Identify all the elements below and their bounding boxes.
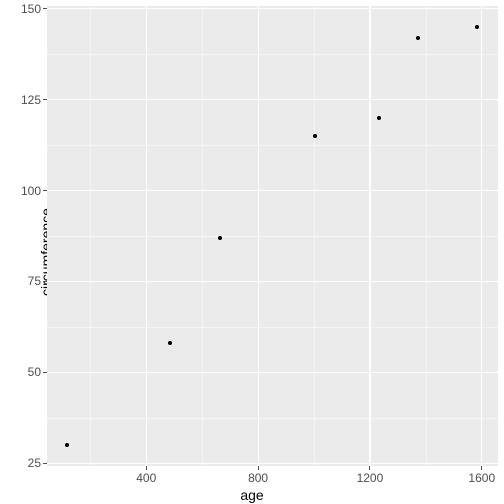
- tick-mark-x: [481, 466, 482, 470]
- x-tick-label: 1600: [468, 471, 495, 485]
- tick-mark-x: [258, 466, 259, 470]
- grid-minor-h: [47, 54, 498, 55]
- grid-major-h: [47, 463, 498, 464]
- data-point: [65, 443, 69, 447]
- y-tick-label: 150: [21, 2, 41, 16]
- grid-major-v: [481, 6, 482, 466]
- data-point: [313, 134, 317, 138]
- grid-minor-h: [47, 327, 498, 328]
- y-tick-label: 25: [28, 456, 41, 470]
- tick-mark-y: [43, 372, 47, 373]
- scatter-chart: circumference age 4008001200160025507510…: [0, 0, 504, 504]
- grid-major-v: [146, 6, 147, 466]
- grid-major-v: [258, 6, 259, 466]
- tick-mark-y: [43, 463, 47, 464]
- grid-minor-h: [47, 145, 498, 146]
- data-point: [475, 25, 479, 29]
- x-tick-label: 800: [248, 471, 268, 485]
- grid-major-h: [47, 281, 498, 282]
- grid-major-v: [369, 6, 370, 466]
- plot-panel: [47, 6, 498, 466]
- data-point: [416, 36, 420, 40]
- y-tick-label: 75: [28, 274, 41, 288]
- y-tick-label: 125: [21, 93, 41, 107]
- x-tick-label: 1200: [357, 471, 384, 485]
- tick-mark-y: [43, 8, 47, 9]
- data-point: [168, 341, 172, 345]
- data-point: [218, 236, 222, 240]
- grid-major-h: [47, 372, 498, 373]
- tick-mark-x: [369, 466, 370, 470]
- grid-major-h: [47, 99, 498, 100]
- grid-major-h: [47, 190, 498, 191]
- tick-mark-y: [43, 190, 47, 191]
- x-tick-label: 400: [136, 471, 156, 485]
- grid-minor-h: [47, 418, 498, 419]
- grid-minor-h: [47, 236, 498, 237]
- y-tick-label: 100: [21, 184, 41, 198]
- y-tick-label: 50: [28, 365, 41, 379]
- grid-major-h: [47, 8, 498, 9]
- tick-mark-x: [146, 466, 147, 470]
- tick-mark-y: [43, 281, 47, 282]
- x-axis-label: age: [240, 487, 263, 503]
- data-point: [377, 116, 381, 120]
- tick-mark-y: [43, 99, 47, 100]
